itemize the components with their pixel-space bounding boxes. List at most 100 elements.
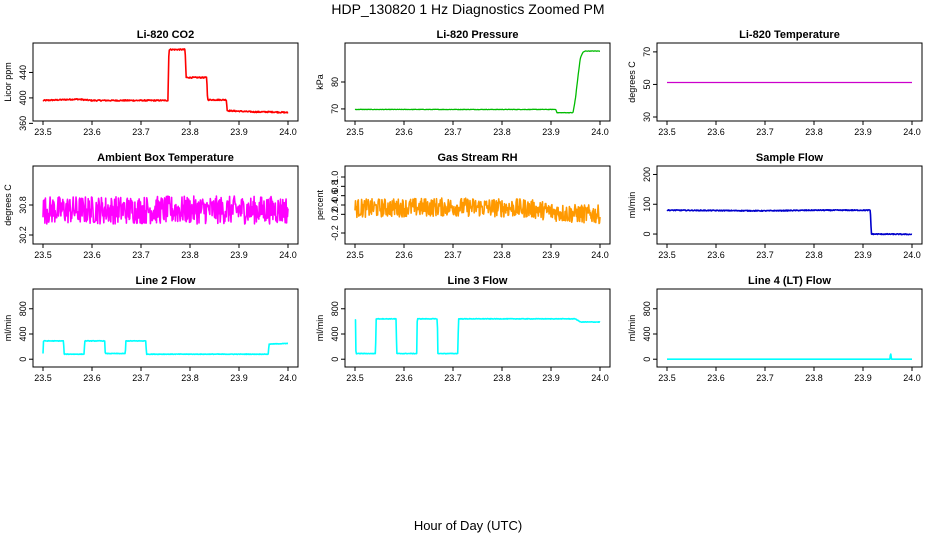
x-tick-label: 23.7 xyxy=(756,250,774,260)
panel-line4-flow: Line 4 (LT) Flow ml/min 23.5 23.6 23.7 23.8 23… xyxy=(627,275,923,383)
panel-title: Gas Stream RH xyxy=(437,152,517,164)
x-tick-label: 24.0 xyxy=(903,250,921,260)
x-tick-label: 23.9 xyxy=(542,250,560,260)
y-axis-label: percent xyxy=(315,189,325,220)
series-line-sample-flow xyxy=(666,209,913,236)
x-tick-label: 23.5 xyxy=(34,127,52,137)
y-tick-label: 400 xyxy=(18,326,28,341)
y-tick-label: 70 xyxy=(642,47,652,57)
y-tick-label: 400 xyxy=(642,326,652,341)
plot-frame xyxy=(656,288,923,368)
x-tick-label: 23.9 xyxy=(854,373,872,383)
x-tick-label: 24.0 xyxy=(279,127,297,137)
panel-title: Ambient Box Temperature xyxy=(97,152,234,164)
x-tick-label: 23.7 xyxy=(444,127,462,137)
x-tick-label: 23.5 xyxy=(34,250,52,260)
panel-licor-temp: Li-820 Temperature degrees C 23.5 23.6 23.7 2… xyxy=(627,29,923,137)
y-axis-label: ml/min xyxy=(3,315,13,342)
y-tick-label: 0.6 xyxy=(330,189,340,202)
x-tick-label: 24.0 xyxy=(903,373,921,383)
x-tick-label: 23.5 xyxy=(346,127,364,137)
y-tick-label: 0.2 xyxy=(330,208,340,221)
x-tick-label: 23.5 xyxy=(658,373,676,383)
y-tick-label: 50 xyxy=(642,79,652,89)
plot-frame xyxy=(656,42,923,122)
x-tick-label: 23.6 xyxy=(83,373,101,383)
y-tick-label: 0 xyxy=(642,232,652,237)
panel-title: Li-820 Pressure xyxy=(437,29,519,41)
x-tick-label: 23.8 xyxy=(805,250,823,260)
y-tick-label: 80 xyxy=(330,77,340,87)
x-tick-label: 23.5 xyxy=(346,373,364,383)
panel-line2-flow: Line 2 Flow ml/min 23.5 23.6 23.7 23.8 23.9 24.… xyxy=(3,275,299,383)
x-tick-label: 23.7 xyxy=(444,373,462,383)
panel-title: Line 2 Flow xyxy=(136,275,196,287)
y-axis-label: degrees C xyxy=(627,61,637,103)
panel-title: Line 3 Flow xyxy=(448,275,508,287)
x-tick-label: 23.9 xyxy=(230,127,248,137)
y-tick-label: 0.8 xyxy=(330,180,340,193)
y-axis-label: Licor ppm xyxy=(3,62,13,102)
y-tick-label: 800 xyxy=(642,301,652,316)
x-tick-label: 24.0 xyxy=(279,373,297,383)
x-tick-label: 23.7 xyxy=(756,373,774,383)
x-tick-label: 23.9 xyxy=(230,250,248,260)
y-tick-label: 400 xyxy=(330,326,340,341)
x-tick-label: 23.6 xyxy=(707,250,725,260)
y-tick-label: 0 xyxy=(642,357,652,362)
x-tick-label: 23.6 xyxy=(83,127,101,137)
y-tick-label: 30.2 xyxy=(18,226,28,244)
plot-frame xyxy=(656,165,923,245)
plot-frame xyxy=(344,288,611,368)
y-tick-label: 0 xyxy=(330,357,340,362)
series-line-gas-rh xyxy=(354,197,601,225)
y-tick-label: 360 xyxy=(18,116,28,131)
panel-co2: Li-820 CO2 Licor ppm 23.5 23.6 23.7 23.8 23.9 2… xyxy=(3,29,299,137)
panel-sample-flow: Sample Flow ml/min 23.5 23.6 23.7 23.8 23.9 24.… xyxy=(627,152,923,260)
x-tick-label: 23.7 xyxy=(444,250,462,260)
x-tick-label: 23.7 xyxy=(132,373,150,383)
series-line-ambient-temp xyxy=(42,195,289,225)
x-tick-label: 23.7 xyxy=(132,250,150,260)
plot-frame xyxy=(32,42,299,122)
page-title: HDP_130820 1 Hz Diagnostics Zoomed PM xyxy=(331,1,605,17)
series-line-line4-flow xyxy=(666,353,913,360)
x-tick-label: 23.8 xyxy=(493,373,511,383)
panel-ambient-temp: Ambient Box Temperature degrees C 23.5 23.6… xyxy=(3,152,299,260)
y-tick-label: 800 xyxy=(18,301,28,316)
y-axis-label: kPa xyxy=(315,74,325,90)
x-tick-label: 23.6 xyxy=(83,250,101,260)
series-line-co2 xyxy=(42,48,289,114)
x-tick-label: 24.0 xyxy=(279,250,297,260)
x-tick-label: 23.6 xyxy=(707,127,725,137)
x-tick-label: 23.9 xyxy=(854,127,872,137)
y-tick-label: 200 xyxy=(642,167,652,182)
x-tick-label: 24.0 xyxy=(591,127,609,137)
y-tick-label: 30 xyxy=(642,112,652,122)
y-axis-label: ml/min xyxy=(627,192,637,219)
x-tick-label: 24.0 xyxy=(591,373,609,383)
y-tick-label: 70 xyxy=(330,104,340,114)
x-tick-label: 23.6 xyxy=(707,373,725,383)
y-tick-label: 800 xyxy=(330,301,340,316)
x-tick-label: 23.8 xyxy=(181,250,199,260)
panel-title: Sample Flow xyxy=(756,152,824,164)
y-axis-label: ml/min xyxy=(627,315,637,342)
x-tick-label: 23.8 xyxy=(805,127,823,137)
x-tick-label: 24.0 xyxy=(591,250,609,260)
panel-title: Li-820 CO2 xyxy=(137,29,194,41)
panel-gas-rh: Gas Stream RH percent 23.5 23.6 23.7 23.8 23.9… xyxy=(315,152,611,260)
y-axis-label: ml/min xyxy=(315,315,325,342)
y-tick-label: -0.2 xyxy=(330,225,340,241)
y-tick-label: 440 xyxy=(18,65,28,80)
y-tick-label: 100 xyxy=(642,197,652,212)
series-line-line2-flow xyxy=(42,339,289,356)
x-tick-label: 23.8 xyxy=(493,250,511,260)
series-line-pressure xyxy=(354,50,601,114)
y-tick-label: 30.8 xyxy=(18,196,28,214)
x-tick-label: 23.6 xyxy=(395,127,413,137)
x-tick-label: 23.8 xyxy=(181,373,199,383)
y-tick-label: 1.0 xyxy=(330,171,340,184)
panel-pressure: Li-820 Pressure kPa 23.5 23.6 23.7 23.8 23.9 24… xyxy=(315,29,611,137)
